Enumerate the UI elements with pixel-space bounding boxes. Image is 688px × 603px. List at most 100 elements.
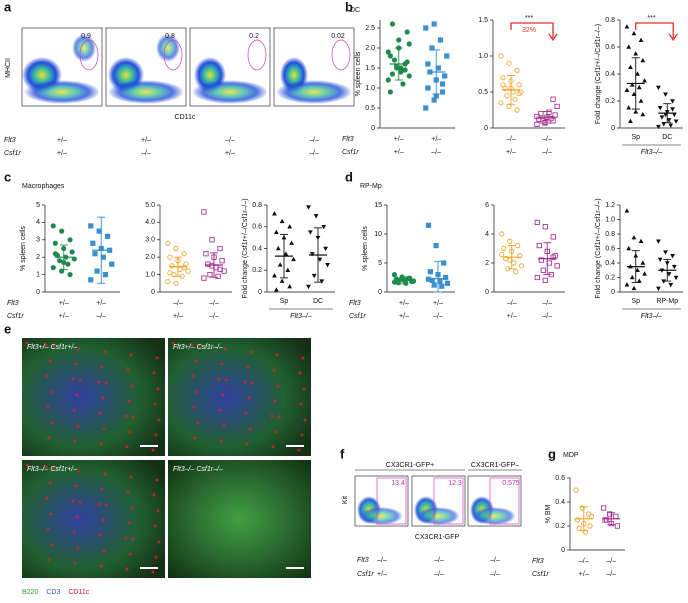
y-tick-label: 0: [36, 289, 40, 296]
speckle: [74, 362, 78, 366]
dot: [65, 261, 71, 267]
dot: [513, 269, 519, 275]
dot: [498, 100, 504, 106]
dot: [514, 67, 520, 74]
gate: [376, 477, 407, 525]
dot: [201, 209, 207, 215]
image-label: Flt3+/– Csf1r–/–: [173, 344, 223, 351]
speckle: [128, 430, 132, 434]
speckle: [25, 341, 29, 345]
group-label: Flt3–/–: [290, 313, 312, 320]
y-tick-label: 0.5: [365, 105, 375, 112]
speckle: [76, 546, 80, 550]
dot: [279, 218, 285, 224]
dot: [631, 30, 637, 36]
y-tick-label: 15: [374, 202, 382, 209]
dot: [385, 49, 391, 55]
dot: [425, 61, 431, 67]
axis-label: CD11c: [175, 114, 196, 121]
genotype: –/–: [309, 150, 319, 157]
axis-label: Kit: [342, 496, 349, 504]
dot: [501, 245, 507, 252]
dot: [443, 274, 449, 281]
dot: [406, 41, 412, 47]
dot: [626, 44, 632, 49]
speckle: [97, 502, 101, 506]
dot: [389, 71, 396, 77]
y-tick-label: 1.0: [605, 216, 615, 223]
dot: [661, 122, 667, 127]
micrograph: [22, 338, 165, 456]
speckle: [77, 347, 81, 351]
category-label: Sp: [631, 298, 640, 305]
speckle: [223, 347, 227, 351]
speckle: [44, 343, 48, 347]
dot: [272, 273, 277, 278]
genotype: +/–: [173, 313, 183, 320]
genotype: +/–: [96, 300, 106, 307]
dot: [534, 121, 540, 127]
speckle: [130, 506, 134, 510]
dot: [109, 261, 115, 267]
dot: [96, 228, 102, 234]
category-label: RP-Mp: [656, 298, 678, 305]
dot: [317, 257, 323, 262]
dot: [534, 219, 540, 225]
legend-entry: CD11c: [68, 589, 89, 596]
dot: [56, 258, 63, 264]
micrograph: [168, 460, 311, 578]
speckle: [191, 374, 195, 378]
dot: [385, 77, 391, 83]
dot: [536, 242, 542, 249]
panel-label: d: [345, 169, 353, 184]
dot: [550, 234, 556, 240]
dot: [540, 267, 546, 273]
speckle: [103, 472, 107, 476]
dot: [631, 285, 637, 291]
dot: [203, 251, 209, 257]
axis-label: CX3CR1-GFP: [415, 534, 460, 541]
dot: [633, 51, 639, 56]
genotype: –/–: [542, 313, 552, 320]
y-tick-label: 3.0: [145, 237, 155, 244]
speckle: [44, 465, 48, 469]
y-tick-label: 0: [484, 125, 488, 132]
speckle: [171, 341, 175, 345]
genotype: +/–: [377, 571, 387, 578]
row-label: Flt3: [357, 557, 369, 564]
y-tick-label: 0.2: [555, 523, 565, 530]
dot: [391, 271, 398, 278]
speckle: [127, 521, 131, 525]
speckle: [51, 466, 55, 470]
dot: [628, 64, 633, 70]
dot: [516, 90, 522, 97]
dot: [500, 82, 506, 88]
dot: [506, 103, 512, 110]
y-tick-label: 1.5: [365, 65, 375, 72]
speckle: [72, 408, 76, 412]
dot: [626, 105, 632, 110]
dot: [92, 251, 98, 257]
speckle: [50, 421, 54, 425]
dot: [515, 243, 521, 249]
speckle: [245, 442, 249, 446]
speckle: [248, 427, 252, 431]
dot: [323, 246, 329, 252]
speckle: [125, 567, 129, 571]
dot: [277, 262, 283, 267]
gate-value: 0.2: [249, 33, 259, 40]
dot: [50, 265, 56, 271]
dot: [167, 270, 173, 276]
genotype: –/–: [542, 136, 552, 143]
y-tick-label: 0.6: [605, 245, 615, 252]
dot: [285, 267, 291, 273]
genotype: –/–: [490, 571, 500, 578]
micrograph: [168, 338, 311, 456]
speckle: [298, 371, 302, 375]
genotype: –/–: [506, 136, 516, 143]
dot: [435, 65, 441, 71]
y-tick-label: 0.4: [555, 499, 565, 506]
dot: [321, 224, 327, 230]
dot: [433, 93, 439, 99]
speckle: [277, 415, 281, 419]
